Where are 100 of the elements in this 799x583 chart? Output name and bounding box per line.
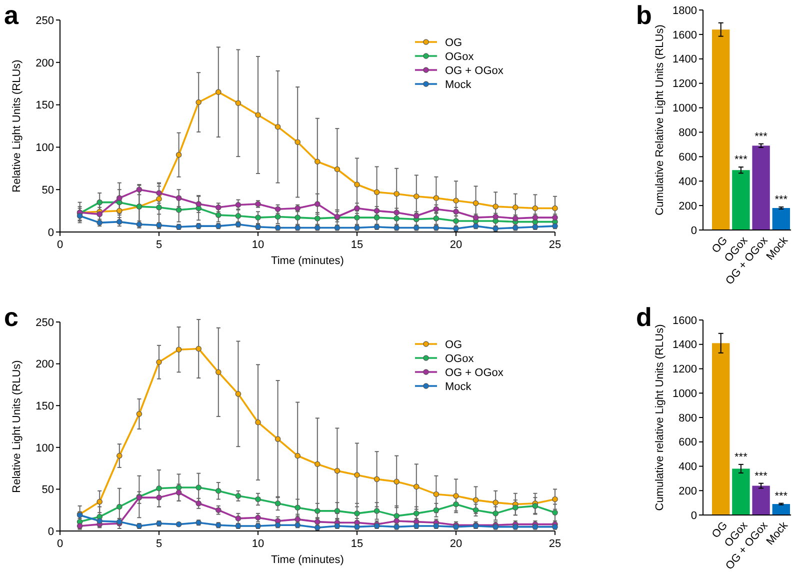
- point: [532, 205, 538, 212]
- y-tick-label: 200: [36, 57, 54, 70]
- bar: [712, 30, 730, 230]
- legend-label: OG: [445, 36, 462, 49]
- annotation: ***: [774, 490, 788, 502]
- point: [216, 488, 222, 494]
- point: [512, 204, 518, 210]
- point: [492, 204, 498, 210]
- x-tick-label: 20: [450, 239, 462, 251]
- y-tick-label: 800: [678, 412, 697, 424]
- point: [96, 498, 102, 505]
- y-tick-label: 1000: [672, 388, 697, 400]
- point: [176, 152, 182, 158]
- point: [433, 195, 440, 201]
- point: [334, 468, 340, 474]
- chart-title: c: [4, 302, 18, 332]
- point: [274, 206, 281, 212]
- x-tick-label: 10: [252, 239, 264, 251]
- legend-label: Mock: [445, 380, 472, 393]
- point: [552, 223, 558, 229]
- point: [235, 100, 242, 106]
- legend-label: OGox: [445, 50, 474, 63]
- bar: [712, 343, 730, 515]
- y-tick-label: 250: [36, 316, 54, 329]
- point: [156, 190, 162, 196]
- point: [96, 211, 102, 218]
- y-axis-title: Relative Light Units (RLUs): [11, 360, 23, 493]
- bar: [732, 170, 750, 230]
- y-axis-title: Cumulative Relative Light Units (RLUs): [654, 24, 666, 216]
- point: [196, 99, 202, 106]
- bar: [732, 468, 750, 515]
- point: [532, 503, 538, 509]
- annotation: ***: [734, 451, 748, 464]
- y-tick-label: 1800: [672, 4, 697, 17]
- point: [96, 518, 102, 524]
- point: [394, 190, 400, 197]
- point: [176, 195, 182, 201]
- bar: [752, 146, 770, 230]
- y-tick-label: 250: [36, 14, 54, 27]
- point: [414, 484, 420, 490]
- y-tick-label: 1400: [672, 54, 697, 66]
- chart-title: b: [636, 0, 652, 30]
- y-tick-label: 150: [36, 100, 54, 112]
- y-tick-label: 400: [678, 461, 697, 474]
- y-tick-label: 100: [36, 142, 54, 154]
- point: [196, 201, 202, 207]
- point: [394, 513, 400, 519]
- y-tick-label: 1400: [672, 339, 697, 352]
- y-tick-label: 50: [42, 484, 54, 496]
- point: [314, 201, 320, 207]
- x-axis-title: Time (minutes): [271, 554, 344, 566]
- legend-label: OGox: [445, 352, 474, 365]
- point: [394, 478, 400, 485]
- x-tick-label: 0: [56, 538, 64, 550]
- point: [116, 195, 122, 201]
- point: [453, 218, 459, 224]
- chart-title: a: [4, 0, 19, 30]
- annotation: ***: [754, 130, 768, 143]
- point: [354, 182, 360, 188]
- x-tick-label: 5: [156, 239, 162, 251]
- point: [552, 496, 558, 502]
- point: [294, 214, 300, 220]
- point: [334, 166, 340, 172]
- y-tick-label: 0: [690, 224, 697, 237]
- x-tick-label: 0: [56, 239, 64, 251]
- point: [255, 112, 261, 118]
- x-tick-label: 25: [548, 239, 562, 251]
- x-tick-label: 15: [350, 538, 364, 550]
- point: [354, 524, 360, 530]
- chart-title: d: [636, 302, 652, 332]
- point: [176, 490, 182, 496]
- point: [374, 476, 380, 482]
- point: [552, 205, 558, 212]
- point: [196, 484, 202, 490]
- y-tick-label: 100: [36, 442, 54, 454]
- y-tick-label: 600: [678, 152, 697, 164]
- legend-label: Mock: [445, 78, 472, 91]
- bar: [772, 504, 790, 515]
- x-tick-label: 10: [252, 538, 264, 550]
- point: [453, 198, 459, 204]
- point: [453, 501, 459, 508]
- point: [512, 504, 518, 510]
- point: [255, 214, 261, 220]
- point: [136, 411, 142, 417]
- point: [374, 189, 380, 196]
- point: [96, 199, 102, 206]
- y-tick-label: 1200: [672, 78, 697, 90]
- point: [414, 193, 420, 200]
- point: [235, 516, 242, 522]
- point: [532, 524, 538, 530]
- y-tick-label: 150: [36, 400, 54, 412]
- y-tick-label: 200: [678, 200, 697, 212]
- x-tick-label: 5: [156, 538, 162, 550]
- x-tick-label: 25: [548, 538, 562, 550]
- point: [433, 523, 440, 529]
- point: [176, 346, 182, 352]
- y-tick-label: 600: [678, 436, 697, 449]
- point: [314, 158, 320, 165]
- point: [354, 510, 360, 516]
- point: [433, 491, 440, 498]
